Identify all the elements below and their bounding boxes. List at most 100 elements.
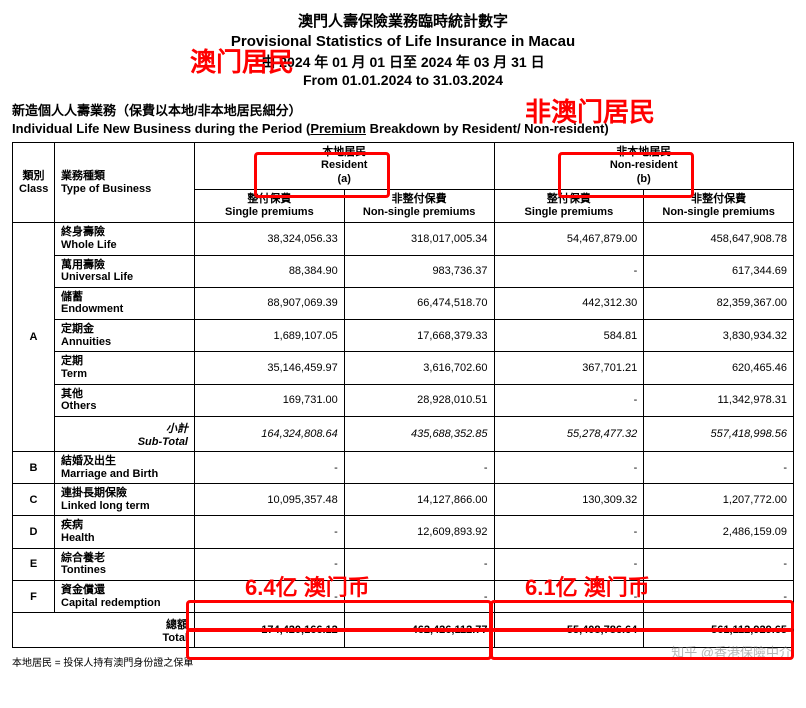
value-cell: - (644, 548, 794, 580)
subtotal-label: 小計Sub-Total (55, 416, 195, 451)
table-row: 定期金Annuities1,689,107.0517,668,379.33584… (13, 320, 794, 352)
hdr-res-sp: 整付保費Single premiums (195, 189, 345, 222)
value-cell: 435,688,352.85 (344, 416, 494, 451)
subtitle-en: Individual Life New Business during the … (12, 121, 794, 136)
value-cell: 442,312.30 (494, 287, 644, 319)
value-cell: 14,127,866.00 (344, 484, 494, 516)
type-cell: 連掛長期保險Linked long term (55, 484, 195, 516)
type-cell: 萬用壽險Universal Life (55, 255, 195, 287)
type-cell: 資金償還Capital redemption (55, 581, 195, 613)
value-cell: 458,647,908.78 (644, 223, 794, 255)
value-cell: 3,830,934.32 (644, 320, 794, 352)
value-cell: - (195, 581, 345, 613)
value-cell: - (644, 451, 794, 483)
subtitle-en-post: Breakdown by Resident/ Non-resident) (366, 121, 609, 136)
value-cell: - (195, 548, 345, 580)
value-cell: - (494, 581, 644, 613)
value-cell: 318,017,005.34 (344, 223, 494, 255)
value-cell: 2,486,159.09 (644, 516, 794, 548)
table-row: E綜合養老Tontines---- (13, 548, 794, 580)
type-cell: 其他Others (55, 384, 195, 416)
data-table: 類別Class 業務種類Type of Business 本地居民Residen… (12, 142, 794, 648)
value-cell: 557,418,998.56 (644, 416, 794, 451)
class-cell: E (13, 548, 55, 580)
title-en: Provisional Statistics of Life Insurance… (12, 32, 794, 52)
value-cell: 584.81 (494, 320, 644, 352)
value-cell: 54,467,879.00 (494, 223, 644, 255)
class-cell: C (13, 484, 55, 516)
table-row: A終身壽險Whole Life38,324,056.33318,017,005.… (13, 223, 794, 255)
value-cell: - (344, 548, 494, 580)
watermark: 知乎 @香港保險中介 (671, 642, 792, 661)
value-cell: - (494, 451, 644, 483)
hdr-resident: 本地居民Resident(a) (195, 143, 495, 190)
total-value: 55,408,786.64 (494, 613, 644, 648)
title-block: 澳門人壽保險業務臨時統計數字 Provisional Statistics of… (12, 12, 794, 90)
subtitle-en-underline: Premium (310, 121, 366, 136)
type-cell: 定期Term (55, 352, 195, 384)
value-cell: 17,668,379.33 (344, 320, 494, 352)
total-value: 174,420,166.12 (195, 613, 345, 648)
subtitle-cn: 新造個人人壽業務（保費以本地/非本地居民細分） (12, 100, 794, 119)
value-cell: - (344, 581, 494, 613)
value-cell: - (494, 516, 644, 548)
value-cell: 66,474,518.70 (344, 287, 494, 319)
hdr-nres-nsp: 非整付保費Non-single premiums (644, 189, 794, 222)
period-en: From 01.01.2024 to 31.03.2024 (12, 71, 794, 90)
table-row: 其他Others169,731.0028,928,010.51-11,342,9… (13, 384, 794, 416)
value-cell: 130,309.32 (494, 484, 644, 516)
value-cell: - (344, 451, 494, 483)
value-cell: 88,907,069.39 (195, 287, 345, 319)
value-cell: 38,324,056.33 (195, 223, 345, 255)
table-row: 定期Term35,146,459.973,616,702.60367,701.2… (13, 352, 794, 384)
value-cell: - (494, 548, 644, 580)
value-cell: 11,342,978.31 (644, 384, 794, 416)
title-cn: 澳門人壽保險業務臨時統計數字 (12, 12, 794, 32)
hdr-res-nsp: 非整付保費Non-single premiums (344, 189, 494, 222)
value-cell: - (494, 384, 644, 416)
value-cell: - (494, 255, 644, 287)
total-label: 總額Total (13, 613, 195, 648)
table-row: F資金償還Capital redemption---- (13, 581, 794, 613)
class-cell: F (13, 581, 55, 613)
table-row: 小計Sub-Total164,324,808.64435,688,352.855… (13, 416, 794, 451)
value-cell: 620,465.46 (644, 352, 794, 384)
hdr-type: 業務種類Type of Business (55, 143, 195, 223)
class-cell: D (13, 516, 55, 548)
subtitle-en-pre: Individual Life New Business during the … (12, 121, 310, 136)
type-cell: 疾病Health (55, 516, 195, 548)
value-cell: 3,616,702.60 (344, 352, 494, 384)
value-cell: 28,928,010.51 (344, 384, 494, 416)
value-cell: 983,736.37 (344, 255, 494, 287)
value-cell: 164,324,808.64 (195, 416, 345, 451)
value-cell: 10,095,357.48 (195, 484, 345, 516)
value-cell: 169,731.00 (195, 384, 345, 416)
value-cell: - (195, 516, 345, 548)
value-cell: - (644, 581, 794, 613)
value-cell: 55,278,477.32 (494, 416, 644, 451)
type-cell: 儲蓄Endowment (55, 287, 195, 319)
value-cell: 1,689,107.05 (195, 320, 345, 352)
period-cn: 由 2024 年 01 月 01 日至 2024 年 03 月 31 日 (12, 53, 794, 72)
value-cell: 1,207,772.00 (644, 484, 794, 516)
value-cell: 367,701.21 (494, 352, 644, 384)
table-row: B結婚及出生Marriage and Birth---- (13, 451, 794, 483)
hdr-nonresident: 非本地居民Non-resident(b) (494, 143, 794, 190)
class-cell: B (13, 451, 55, 483)
hdr-class: 類別Class (13, 143, 55, 223)
hdr-nres-sp: 整付保費Single premiums (494, 189, 644, 222)
value-cell: 88,384.90 (195, 255, 345, 287)
table-row: 儲蓄Endowment88,907,069.3966,474,518.70442… (13, 287, 794, 319)
value-cell: - (195, 451, 345, 483)
type-cell: 結婚及出生Marriage and Birth (55, 451, 195, 483)
table-row: D疾病Health-12,609,893.92-2,486,159.09 (13, 516, 794, 548)
value-cell: 35,146,459.97 (195, 352, 345, 384)
value-cell: 82,359,367.00 (644, 287, 794, 319)
total-value: 462,426,112.77 (344, 613, 494, 648)
table-row: 萬用壽險Universal Life88,384.90983,736.37-61… (13, 255, 794, 287)
class-cell: A (13, 223, 55, 452)
value-cell: 12,609,893.92 (344, 516, 494, 548)
type-cell: 綜合養老Tontines (55, 548, 195, 580)
value-cell: 617,344.69 (644, 255, 794, 287)
table-row: C連掛長期保險Linked long term10,095,357.4814,1… (13, 484, 794, 516)
